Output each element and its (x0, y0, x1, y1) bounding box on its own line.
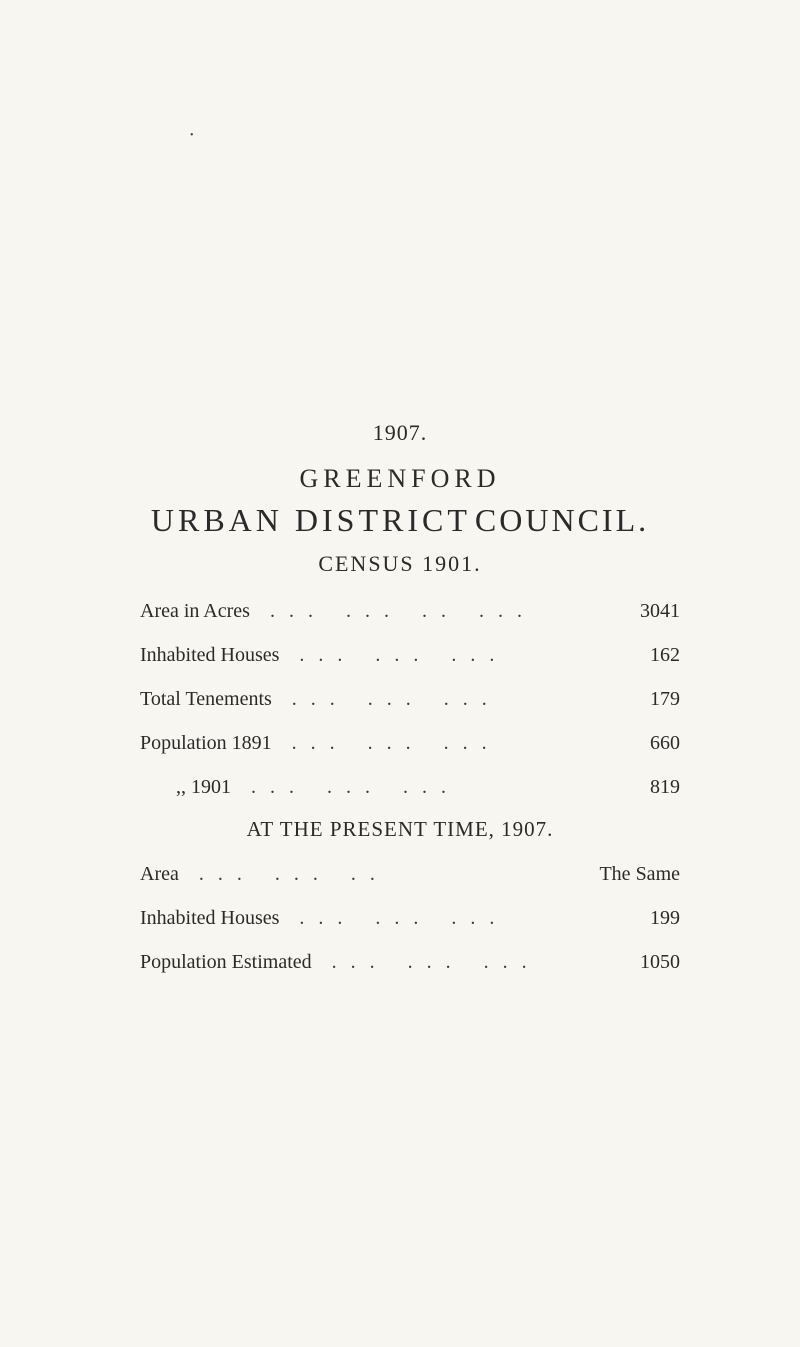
page-artifact-dot: • (190, 130, 194, 141)
row-label: Area (140, 858, 179, 890)
data-row: Inhabited Houses ... ... ... 199 (140, 902, 710, 934)
leader-dots: ... ... ... (279, 902, 640, 934)
leader-dots: ... ... .. (179, 858, 600, 890)
data-row: Area in Acres ... ... .. ... 3041 (140, 595, 710, 627)
urban-district-text: URBAN DISTRICT (151, 502, 471, 538)
row-label: Area in Acres (140, 595, 250, 627)
row-value: 819 (640, 771, 710, 803)
data-row: Population 1891 ... ... ... 660 (140, 727, 710, 759)
data-row: Inhabited Houses ... ... ... 162 (140, 639, 710, 671)
row-label: Population 1891 (140, 727, 272, 759)
document-year: 1907. (90, 420, 710, 446)
leader-dots: ... ... ... (231, 771, 640, 803)
leader-dots: ... ... ... (312, 946, 640, 978)
row-label: ,, 1901 (140, 771, 231, 803)
census-data-section: Area in Acres ... ... .. ... 3041 Inhabi… (90, 595, 710, 803)
row-value: 660 (640, 727, 710, 759)
row-label: Population Estimated (140, 946, 312, 978)
data-row: Total Tenements ... ... ... 179 (140, 683, 710, 715)
row-value: 179 (640, 683, 710, 715)
row-label: Inhabited Houses (140, 902, 279, 934)
council-title-line: URBAN DISTRICT COUNCIL. (90, 502, 710, 539)
row-value: 199 (640, 902, 710, 934)
data-row: Population Estimated ... ... ... 1050 (140, 946, 710, 978)
census-heading: CENSUS 1901. (90, 551, 710, 577)
data-row: ,, 1901 ... ... ... 819 (140, 771, 710, 803)
data-row: Area ... ... .. The Same (140, 858, 710, 890)
present-data-section: Area ... ... .. The Same Inhabited House… (90, 858, 710, 978)
document-page: 1907. GREENFORD URBAN DISTRICT COUNCIL. … (0, 0, 800, 978)
leader-dots: ... ... .. ... (250, 595, 640, 627)
row-label: Total Tenements (140, 683, 272, 715)
row-value: 3041 (640, 595, 710, 627)
organization-name: GREENFORD (90, 464, 710, 494)
row-value: 1050 (640, 946, 710, 978)
council-text: COUNCIL. (475, 502, 649, 538)
leader-dots: ... ... ... (272, 727, 640, 759)
leader-dots: ... ... ... (279, 639, 640, 671)
leader-dots: ... ... ... (272, 683, 640, 715)
present-time-heading: AT THE PRESENT TIME, 1907. (90, 817, 710, 842)
row-value: 162 (640, 639, 710, 671)
row-value: The Same (599, 858, 710, 890)
row-label: Inhabited Houses (140, 639, 279, 671)
